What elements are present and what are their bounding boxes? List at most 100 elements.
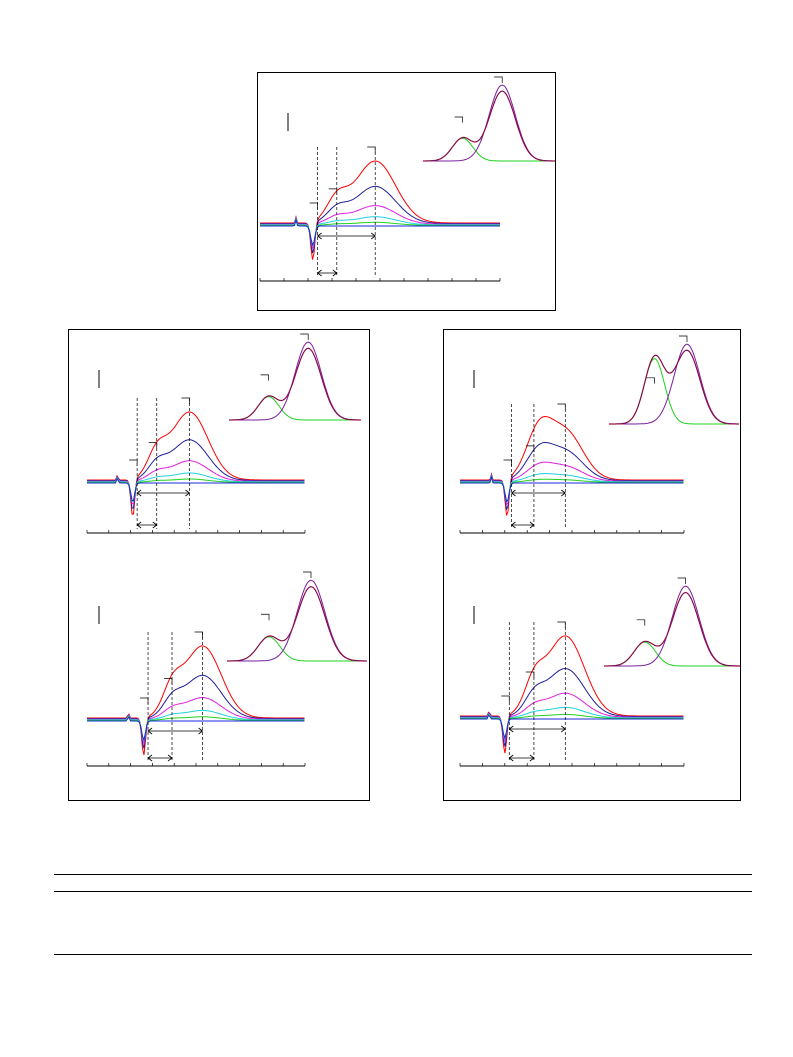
inset-data-curve	[423, 90, 555, 162]
spectrum-curve	[460, 461, 684, 506]
arrow-head	[510, 521, 516, 529]
spectrum-curve	[460, 472, 684, 504]
spectrum-curve	[460, 475, 684, 503]
arrow-head	[561, 489, 566, 497]
spectrum-curve	[87, 715, 305, 742]
spectrum-curve	[460, 667, 684, 747]
spectrum-curve	[87, 477, 305, 502]
arrow-head	[529, 521, 535, 529]
inset-peak-marker	[261, 613, 270, 621]
spectrum-curve	[460, 692, 684, 742]
peak-marker	[164, 678, 173, 685]
inset-peak-marker	[646, 377, 655, 384]
spectrum-curve	[260, 205, 500, 251]
spectrum-curve	[87, 460, 305, 505]
arrow-head	[529, 754, 535, 762]
arrow-head	[152, 521, 158, 529]
inset-component-2	[423, 84, 555, 162]
peak-marker	[148, 442, 158, 449]
arrow-head	[508, 725, 514, 733]
figure-panel-left-group	[68, 329, 370, 801]
spectrum-curve	[87, 716, 305, 742]
spectrum-curve	[460, 442, 684, 511]
inset-peak-marker	[303, 571, 312, 578]
spectrum-curve	[460, 415, 684, 516]
arrow-head	[185, 489, 191, 497]
peak-marker	[367, 146, 376, 153]
peak-marker	[501, 695, 510, 702]
spectrum-curve	[87, 411, 305, 515]
spectrum-curve	[87, 697, 305, 746]
plot-bottom-right	[459, 577, 740, 767]
inset-data-curve	[609, 349, 739, 425]
figure-panel-right-group	[443, 329, 741, 801]
plot-top	[259, 76, 555, 282]
inset-peak-marker	[454, 116, 463, 123]
arrow-head	[136, 489, 142, 497]
inset-peak-marker	[260, 374, 269, 381]
arrow-head	[316, 232, 322, 240]
spectrum-curve	[460, 635, 684, 754]
spectrum-curve	[460, 706, 684, 741]
peak-marker	[328, 188, 338, 195]
inset-peak-marker	[677, 577, 686, 584]
inset-fit-curve	[227, 586, 367, 662]
inset-component-2	[604, 585, 740, 667]
inset-peak-marker	[300, 333, 309, 340]
inset-component-2	[227, 579, 367, 662]
spectrum-curve	[260, 218, 500, 247]
peak-marker	[181, 397, 190, 404]
peak-marker	[129, 459, 138, 466]
arrow-head	[332, 269, 338, 277]
arrow-head	[198, 727, 204, 735]
peak-marker	[309, 202, 318, 209]
spectrum-curve	[260, 160, 500, 260]
inset-peak-marker	[679, 335, 688, 342]
spectrum-curve	[460, 714, 684, 740]
figure-panel-top	[257, 72, 556, 311]
inset-component-2	[229, 341, 361, 421]
spectrum-curve	[87, 709, 305, 743]
arrow-head	[136, 521, 142, 529]
peak-marker	[557, 621, 566, 628]
inset-fit-curve	[229, 347, 361, 421]
spectrum-curve	[460, 713, 684, 740]
spectrum-curve	[460, 474, 684, 503]
inset-data-curve	[604, 592, 740, 667]
inset-data-curve	[227, 586, 367, 662]
table-bottom-rule	[54, 954, 752, 955]
arrow-head	[370, 232, 376, 240]
spectrum-curve	[87, 645, 305, 756]
arrow-head	[147, 754, 153, 762]
inset-component-2	[609, 343, 739, 425]
peak-marker	[525, 671, 535, 678]
arrow-head	[316, 269, 322, 277]
spectrum-curve	[260, 217, 500, 247]
inset-fit-curve	[423, 90, 555, 162]
inset-component-1	[609, 358, 739, 425]
arrow-head	[167, 754, 173, 762]
peak-marker	[503, 459, 512, 466]
arrow-head	[561, 725, 566, 733]
arrow-head	[147, 727, 153, 735]
plot-bottom-left	[86, 571, 367, 767]
spectrum-curve	[87, 472, 305, 503]
inset-fit-curve	[604, 591, 740, 667]
inset-peak-marker	[636, 619, 646, 626]
spectrum-curve	[87, 477, 305, 502]
arrow-head	[508, 754, 514, 762]
table-header-rule	[54, 891, 752, 892]
plot-mid-left	[86, 333, 361, 534]
spectrum-curve	[87, 439, 305, 509]
peak-marker	[525, 445, 535, 452]
spectrum-curve	[260, 185, 500, 254]
arrow-head	[510, 489, 516, 497]
peak-marker	[194, 631, 203, 638]
peak-marker	[557, 403, 566, 410]
plot-mid-right	[459, 335, 739, 534]
inset-peak-marker	[494, 76, 503, 83]
table-top-rule	[54, 874, 752, 875]
peak-marker	[140, 697, 149, 704]
spectrum-curve	[87, 674, 305, 749]
inset-data-curve	[229, 347, 361, 421]
